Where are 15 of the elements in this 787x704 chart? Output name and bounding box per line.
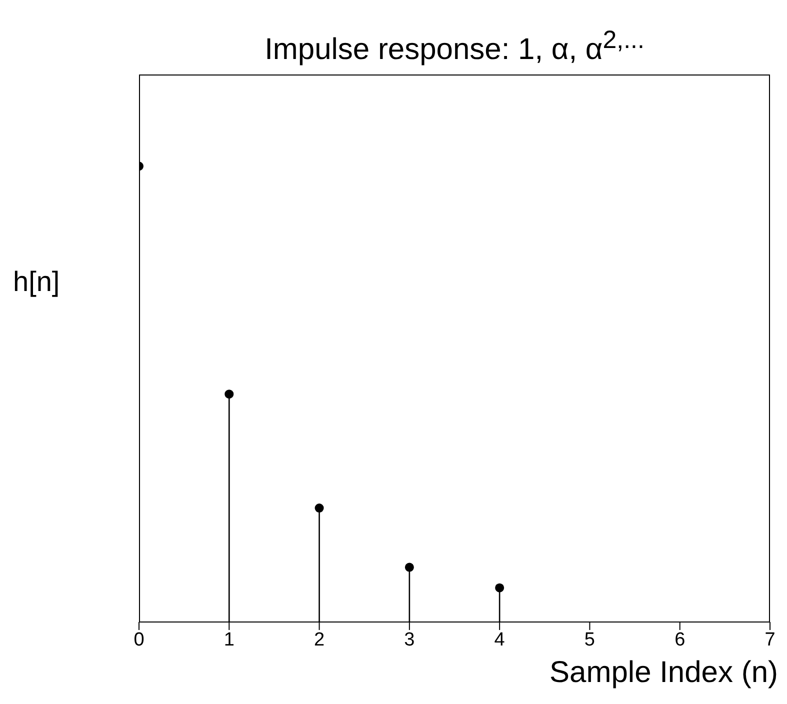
x-tick-label: 6 [674,629,686,650]
x-tick-label: 7 [764,629,776,650]
x-tick-label: 2 [314,629,325,650]
point [495,583,504,592]
x-tick-label: 4 [494,629,506,650]
y-axis-title: h[n] [13,266,60,298]
chart-title: Impulse response: 1, α, α$^{2,...}$ [264,26,646,67]
x-tick-label: 3 [404,629,415,650]
point [224,390,234,399]
x-tick-label: 0 [134,629,144,650]
x-axis-title: Sample Index (n) [550,656,778,690]
point [404,562,414,572]
x-tick-label: 5 [584,629,596,650]
point [314,504,324,513]
x-tick-label: 1 [224,629,234,650]
